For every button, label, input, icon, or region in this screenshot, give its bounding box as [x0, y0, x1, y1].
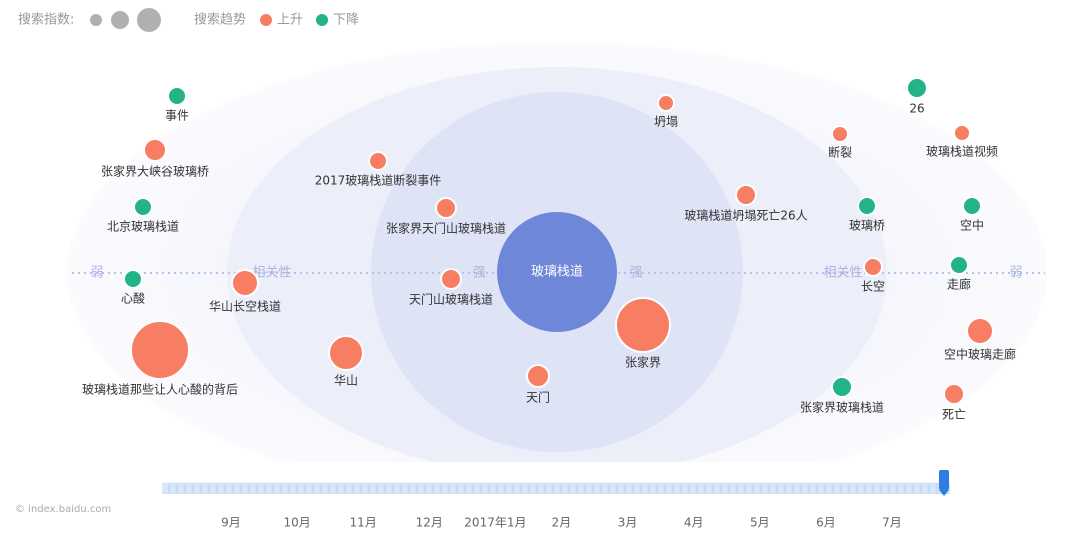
keyword-bubble[interactable]: [143, 138, 167, 162]
bottom-mask: [0, 462, 1077, 542]
month-label: 6月: [816, 516, 836, 530]
keyword-label: 华山: [334, 374, 358, 388]
legend-down-dot: [316, 14, 328, 26]
keyword-bubble[interactable]: [368, 151, 388, 171]
keyword-bubble[interactable]: [167, 86, 187, 106]
keyword-label: 天门: [526, 390, 550, 405]
month-label: 11月: [350, 516, 377, 530]
keyword-label: 走廊: [947, 277, 971, 292]
keyword-label: 张家界天门山玻璃栈道: [386, 221, 506, 236]
legend-size-small: [90, 14, 102, 26]
keyword-bubble[interactable]: [130, 320, 190, 380]
timeline-months: 9月 10月 11月 12月 2017年1月 2月 3月 4月 5月 6月 7月: [221, 516, 902, 530]
legend-trend-label: 搜索趋势: [194, 12, 246, 28]
keyword-label: 张家界玻璃栈道: [800, 400, 884, 415]
axis-label: 相关性: [252, 266, 291, 281]
keyword-label: 华山长空栈道: [209, 299, 281, 314]
keyword-label: 26: [909, 102, 924, 116]
keyword-label: 张家界大峡谷玻璃桥: [101, 164, 209, 179]
legend-down[interactable]: 下降: [333, 13, 359, 28]
keyword-label: 坍塌: [654, 115, 678, 129]
keyword-bubble[interactable]: [831, 376, 853, 398]
keyword-label: 心酸: [121, 291, 145, 306]
keyword-bubble[interactable]: [962, 196, 982, 216]
keyword-label: 空中: [960, 218, 984, 233]
month-label: 2月: [552, 516, 572, 530]
legend-size-medium: [111, 11, 129, 29]
keyword-bubble[interactable]: [831, 125, 849, 143]
keyword-label: 天门山玻璃栈道: [409, 292, 493, 307]
keyword-bubble[interactable]: [863, 257, 883, 277]
axis-label: 相关性: [823, 266, 862, 281]
month-label: 7月: [882, 516, 902, 530]
axis-label: 弱: [1009, 266, 1022, 281]
keyword-bubble[interactable]: [440, 268, 462, 290]
axis-label: 弱: [90, 266, 103, 281]
keyword-bubble[interactable]: [615, 297, 671, 353]
keyword-label: 死亡: [942, 408, 966, 422]
keyword-bubble[interactable]: [857, 196, 877, 216]
keyword-label: 玻璃桥: [849, 219, 885, 233]
month-label: 9月: [221, 516, 241, 530]
keyword-bubble[interactable]: [906, 77, 928, 99]
keyword-label: 玻璃栈道视频: [926, 144, 998, 159]
keyword-label: 玻璃栈道坍塌死亡26人: [684, 208, 807, 223]
legend-size-label: 搜索指数:: [18, 13, 74, 28]
keyword-bubble[interactable]: [123, 269, 143, 289]
legend-size-large: [137, 8, 161, 32]
keyword-bubble[interactable]: [735, 184, 757, 206]
timeline-handle[interactable]: [939, 470, 949, 490]
axis-label: 强: [472, 266, 485, 281]
month-label: 4月: [684, 516, 704, 530]
keyword-bubble[interactable]: [133, 197, 153, 217]
center-label: 玻璃栈道: [531, 265, 583, 280]
axis-label: 强: [629, 266, 642, 281]
legend-up-dot: [260, 14, 272, 26]
keyword-bubble[interactable]: [943, 383, 965, 405]
keyword-bubble[interactable]: [435, 197, 457, 219]
keyword-bubble[interactable]: [966, 317, 994, 345]
timeline-handle-tip: [939, 490, 949, 496]
keyword-bubble[interactable]: [657, 94, 675, 112]
keyword-label: 长空: [861, 280, 885, 294]
keyword-label: 玻璃栈道那些让人心酸的背后: [82, 382, 238, 397]
watermark: © index.baidu.com: [15, 504, 111, 515]
month-label: 12月: [416, 516, 443, 530]
keyword-bubble[interactable]: [526, 364, 550, 388]
month-label: 10月: [283, 516, 310, 530]
keyword-bubble[interactable]: [328, 335, 364, 371]
keyword-label: 空中玻璃走廊: [944, 347, 1016, 362]
keyword-label: 断裂: [828, 145, 852, 160]
keyword-label: 事件: [165, 109, 189, 123]
keyword-bubble[interactable]: [949, 255, 969, 275]
center-keyword[interactable]: [497, 212, 617, 332]
keyword-bubble[interactable]: [953, 124, 971, 142]
month-label: 5月: [750, 516, 770, 530]
legend-up[interactable]: 上升: [277, 13, 303, 28]
keyword-label: 北京玻璃栈道: [107, 219, 179, 234]
month-label: 3月: [618, 516, 638, 530]
keyword-label: 张家界: [625, 355, 661, 370]
keyword-label: 2017玻璃栈道断裂事件: [315, 173, 442, 188]
month-label: 2017年1月: [464, 516, 526, 530]
keyword-bubble[interactable]: [231, 269, 259, 297]
